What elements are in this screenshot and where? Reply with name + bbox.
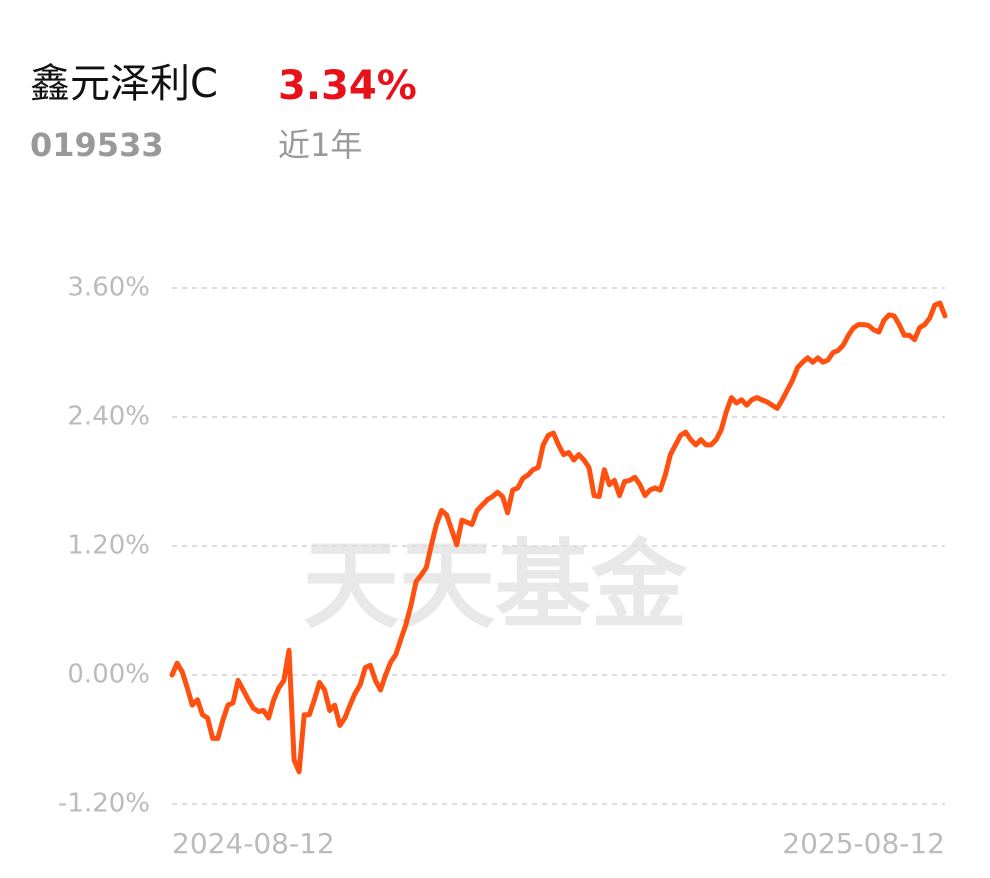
x-tick-label: 2024-08-12 [172, 827, 335, 860]
x-tick-label: 2025-08-12 [782, 827, 945, 860]
fund-name: 鑫元泽利C [30, 61, 218, 107]
y-tick-label: -1.20% [58, 789, 150, 819]
y-tick-label: 0.00% [67, 660, 150, 690]
line [169, 300, 948, 775]
y-tick-label: 2.40% [67, 402, 150, 432]
y-tick-label: 1.20% [67, 531, 150, 561]
fund-return: 3.34% [278, 63, 417, 109]
period: 近1年 [278, 126, 362, 164]
watermark: 天天基金 [303, 529, 688, 641]
y-tick-label: 3.60% [67, 273, 150, 303]
fund-code: 019533 [30, 126, 164, 164]
